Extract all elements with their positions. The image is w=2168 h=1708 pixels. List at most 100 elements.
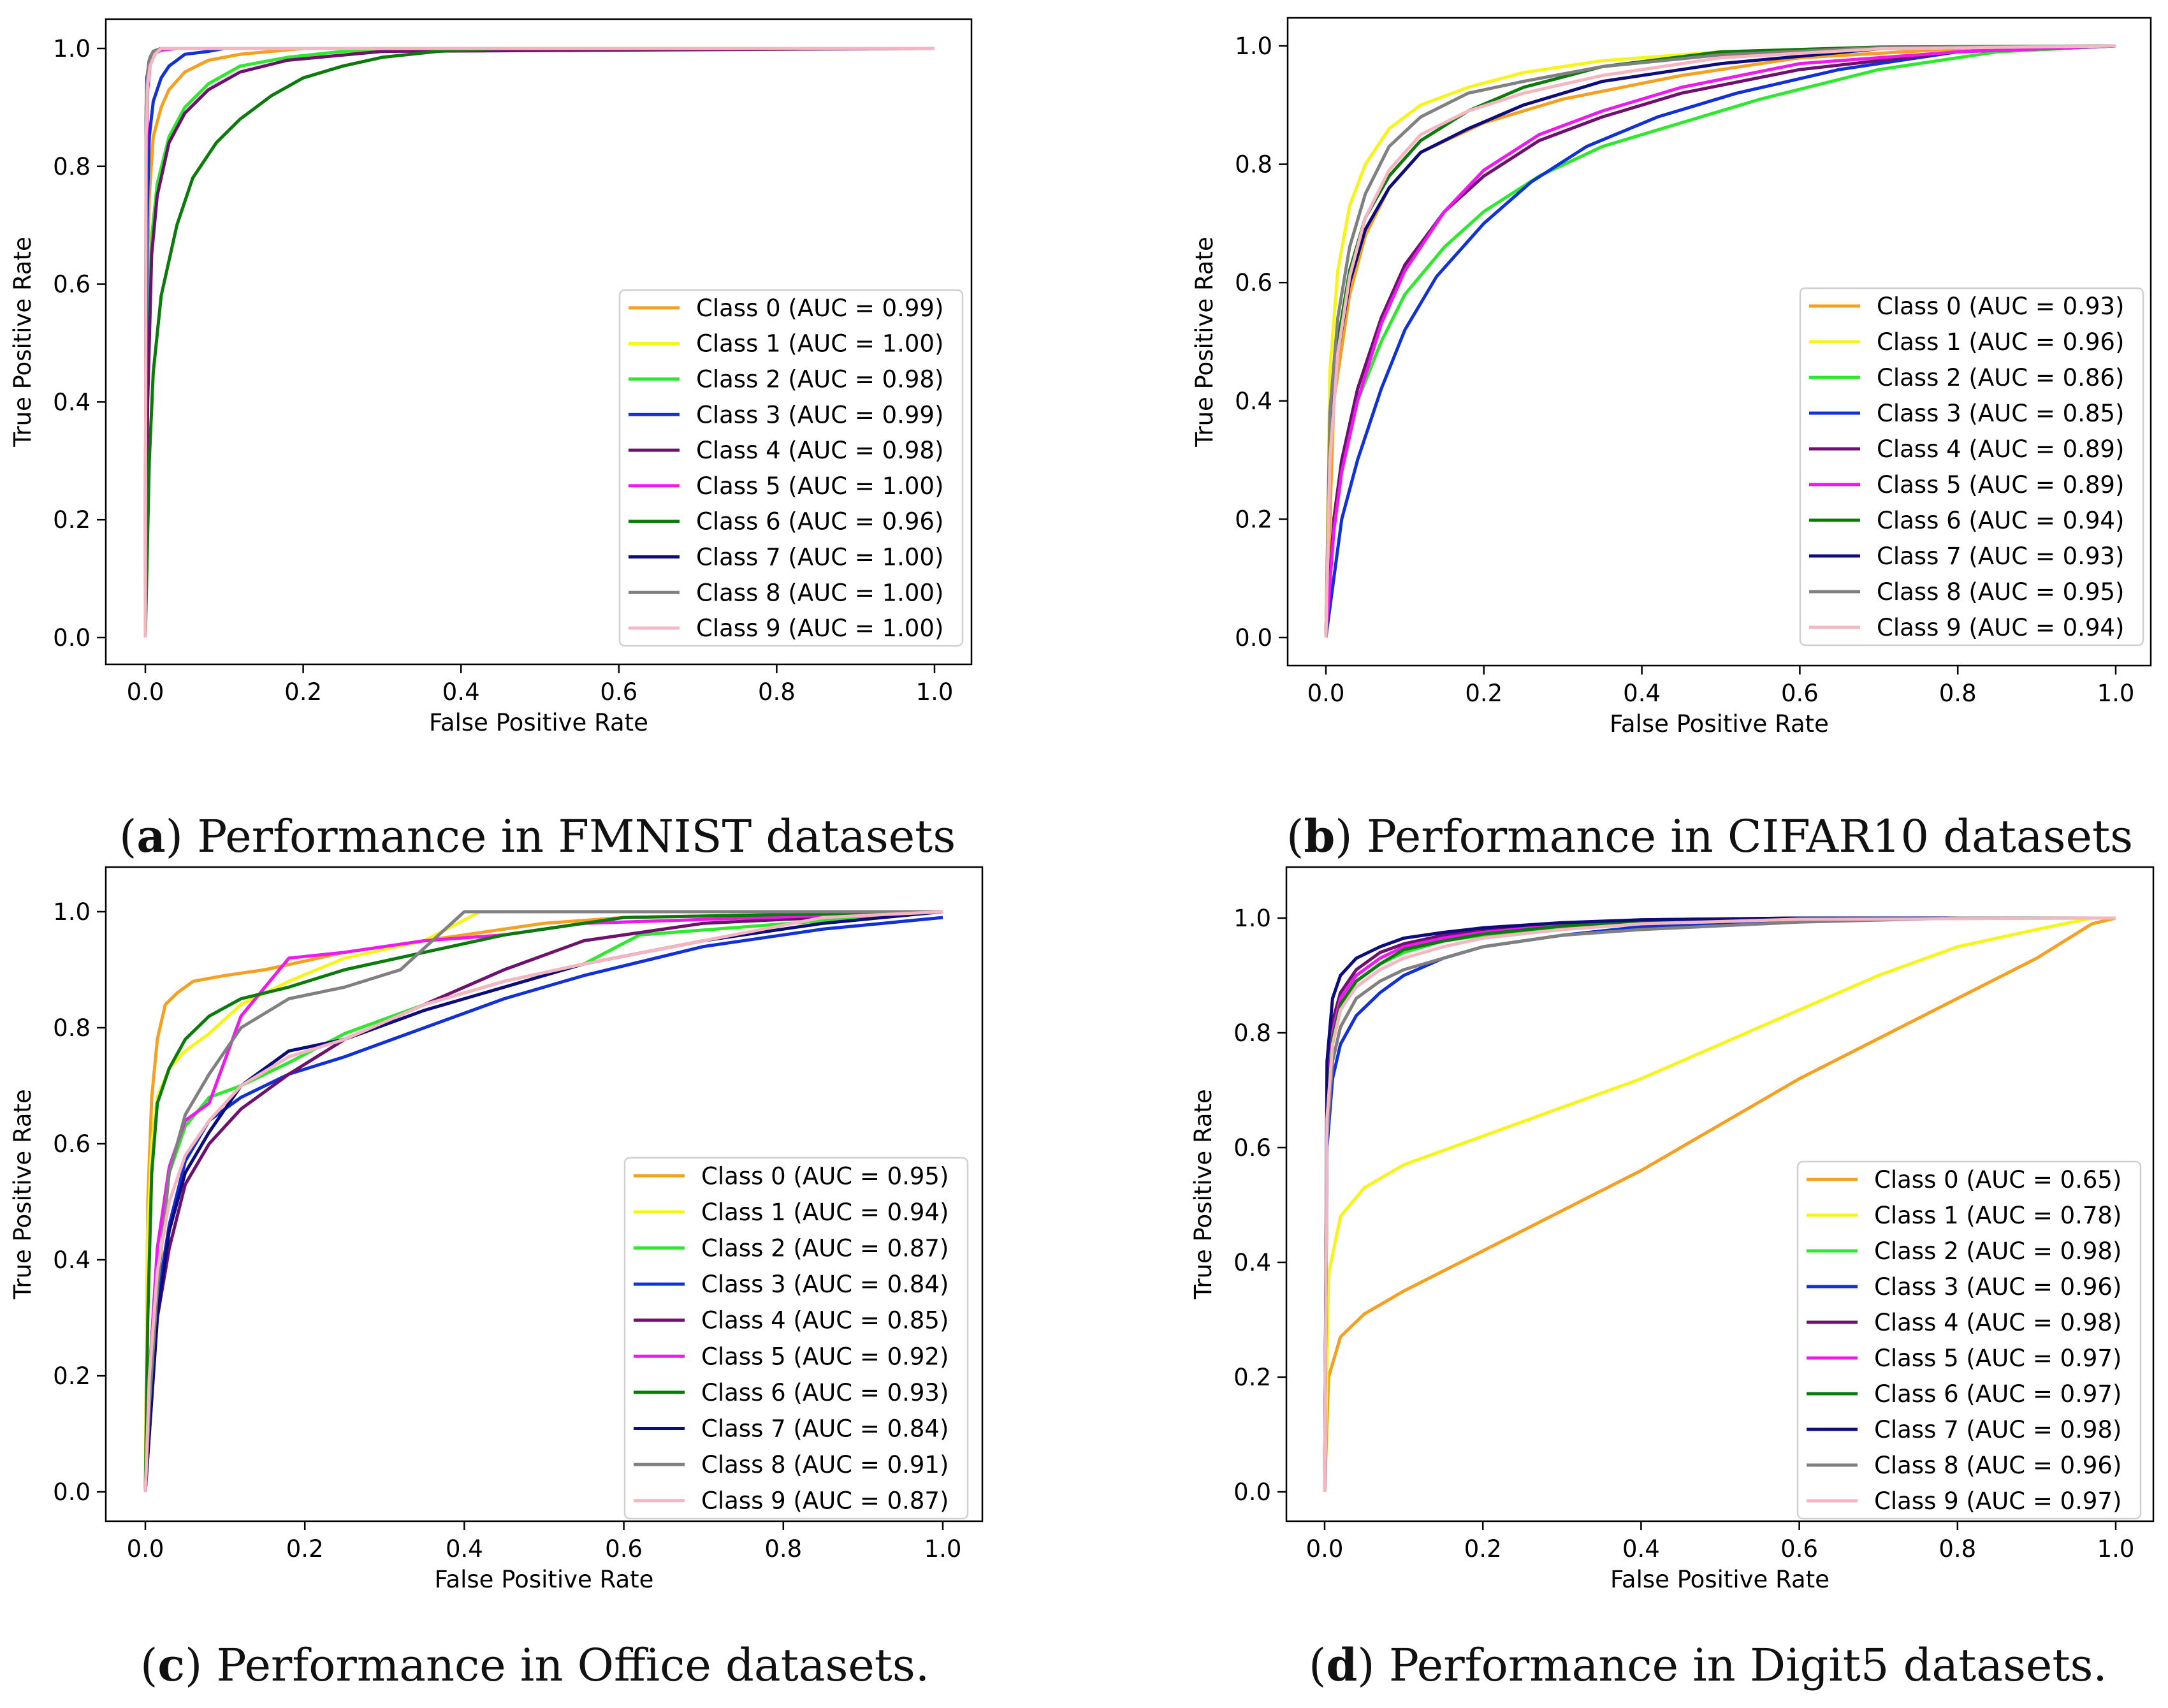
plot-frame [1286,17,2152,667]
y-tick-label: 0.8 [1235,151,1272,179]
legend-label-class-5: Class 5 (AUC = 1.00) [696,472,943,500]
legend-box [618,289,964,647]
x-axis-label: False Positive Rate [429,709,648,736]
y-axis-label: True Positive Rate [1191,237,1218,448]
legend-label-class-0: Class 0 (AUC = 0.99) [696,295,943,322]
x-tick-label: 0.6 [605,1535,643,1563]
roc-curve-class-6 [143,47,935,638]
roc-curve-class-7 [1323,916,2116,1493]
legend-label-class-5: Class 5 (AUC = 0.97) [1874,1345,2121,1372]
legend: Class 0 (AUC = 0.95) Class 1 (AUC = 0.94)… [623,1157,969,1520]
legend-label-class-7: Class 7 (AUC = 1.00) [696,544,943,571]
x-tick-label: 0.8 [1939,1535,1976,1563]
y-tick-label: 0.2 [1233,1364,1271,1391]
legend-label-class-6: Class 6 (AUC = 0.94) [1877,507,2124,534]
x-tick-label: 0.0 [127,678,164,706]
legend-label-class-4: Class 4 (AUC = 0.98) [696,437,943,464]
legend-label-class-0: Class 0 (AUC = 0.93) [1877,293,2124,320]
legend-label-class-3: Class 3 (AUC = 0.84) [701,1271,949,1298]
x-tick-label: 0.6 [1781,680,1819,707]
plot-frame [1285,866,2155,1522]
x-tick-label: 0.8 [1939,680,1977,707]
plot-frame [105,18,973,666]
legend-label-class-2: Class 2 (AUC = 0.87) [701,1235,949,1262]
x-tick-label: 0.0 [127,1535,164,1563]
y-axis-label: True Positive Rate [9,1089,36,1300]
legend-label-class-2: Class 2 (AUC = 0.98) [1874,1237,2121,1265]
roc-chart-digit5: 0.0 0.2 0.4 0.6 0.8 1.0 0.0 0.2 0.4 0.6 0.8 1.0 Fals… [1189,866,2155,1593]
legend-label-class-1: Class 1 (AUC = 0.94) [701,1199,949,1226]
roc-chart-office: 0.0 0.2 0.4 0.6 0.8 1.0 0.0 0.2 0.4 0.6 0.8 1.0 Fals… [9,866,984,1593]
x-tick-label: 0.4 [1622,1535,1660,1563]
y-tick-label: 0.6 [53,1130,91,1158]
caption-b-letter: b [1304,810,1335,863]
x-tick-label: 0.4 [1623,680,1661,707]
x-tick-label: 1.0 [916,678,954,706]
legend-label-class-7: Class 7 (AUC = 0.84) [701,1415,949,1443]
caption-b: (b) Performance in CIFAR10 datasets [1286,810,2134,863]
plot-frame [105,866,984,1522]
caption-d-letter: d [1326,1639,1358,1691]
x-tick-label: 1.0 [924,1535,962,1563]
legend-box [1799,287,2144,646]
legend-label-class-2: Class 2 (AUC = 0.86) [1877,364,2124,391]
caption-d-text: Performance in Digit5 datasets. [1374,1639,2107,1691]
y-tick-label: 0.2 [53,1362,91,1390]
y-tick-label: 0.4 [53,388,91,416]
legend-label-class-4: Class 4 (AUC = 0.85) [701,1307,949,1334]
roc-curve-class-0 [1323,916,2116,1493]
legend-label-class-0: Class 0 (AUC = 0.95) [701,1162,949,1190]
legend-label-class-2: Class 2 (AUC = 0.98) [696,366,943,393]
y-tick-label: 0.0 [53,1478,91,1506]
roc-chart-fmnist: 0.0 0.2 0.4 0.6 0.8 1.0 0.0 0.2 0.4 0.6 0.8 1.0 Fals… [9,18,973,736]
x-tick-label: 0.2 [1464,1535,1502,1563]
y-tick-label: 1.0 [1235,33,1272,60]
legend-label-class-5: Class 5 (AUC = 0.92) [701,1343,949,1370]
roc-curve-class-4 [143,47,935,638]
x-tick-label: 0.8 [758,678,796,706]
x-tick-label: 0.0 [1307,680,1345,707]
legend-label-class-1: Class 1 (AUC = 0.78) [1874,1202,2121,1229]
y-tick-label: 0.2 [53,506,91,534]
roc-curve-class-3 [1324,44,2116,638]
y-tick-label: 0.0 [53,624,91,652]
legend-label-class-8: Class 8 (AUC = 0.95) [1877,578,2124,606]
legend-label-class-1: Class 1 (AUC = 0.96) [1877,328,2124,356]
y-tick-label: 0.4 [1235,388,1272,415]
x-tick-label: 0.6 [1780,1535,1818,1563]
legend-label-class-8: Class 8 (AUC = 1.00) [696,579,943,606]
legend-label-class-5: Class 5 (AUC = 0.89) [1877,471,2124,499]
roc-curve-class-0 [143,910,943,1493]
roc-curve-class-1 [1323,916,2116,1493]
x-tick-label: 0.2 [1465,680,1502,707]
x-tick-label: 0.2 [286,1535,324,1563]
y-tick-label: 1.0 [1233,905,1271,932]
y-axis-label: True Positive Rate [9,237,36,448]
legend-label-class-6: Class 6 (AUC = 0.97) [1874,1380,2121,1408]
x-axis-label: False Positive Rate [1610,710,1829,738]
y-tick-label: 0.6 [53,271,91,298]
roc-curve-class-6 [1324,44,2116,638]
legend-label-class-9: Class 9 (AUC = 0.94) [1877,614,2124,641]
roc-curve-class-9 [1323,916,2116,1493]
y-tick-label: 0.8 [53,153,91,180]
roc-curve-class-9 [143,47,935,638]
roc-curve-class-9 [1324,44,2116,638]
roc-curve-class-4 [1324,44,2116,638]
y-tick-label: 0.2 [1235,506,1272,533]
x-tick-label: 0.8 [764,1535,802,1563]
x-tick-label: 1.0 [2097,1535,2135,1563]
legend-label-class-9: Class 9 (AUC = 1.00) [696,615,943,642]
caption-a-text: Performance in FMNIST datasets [182,810,956,863]
caption-c: (c) Performance in Office datasets. [140,1639,930,1691]
roc-curve-class-9 [143,910,943,1493]
roc-curve-class-8 [1324,44,2116,638]
y-tick-label: 0.6 [1235,269,1272,296]
legend-label-class-9: Class 9 (AUC = 0.87) [701,1487,949,1515]
legend-label-class-4: Class 4 (AUC = 0.98) [1874,1309,2121,1336]
legend: Class 0 (AUC = 0.93) Class 1 (AUC = 0.96)… [1799,287,2144,646]
legend-label-class-3: Class 3 (AUC = 0.99) [696,401,943,428]
legend-label-class-8: Class 8 (AUC = 0.96) [1874,1452,2121,1479]
legend-label-class-6: Class 6 (AUC = 0.93) [701,1379,949,1406]
x-axis-label: False Positive Rate [1610,1566,1830,1593]
